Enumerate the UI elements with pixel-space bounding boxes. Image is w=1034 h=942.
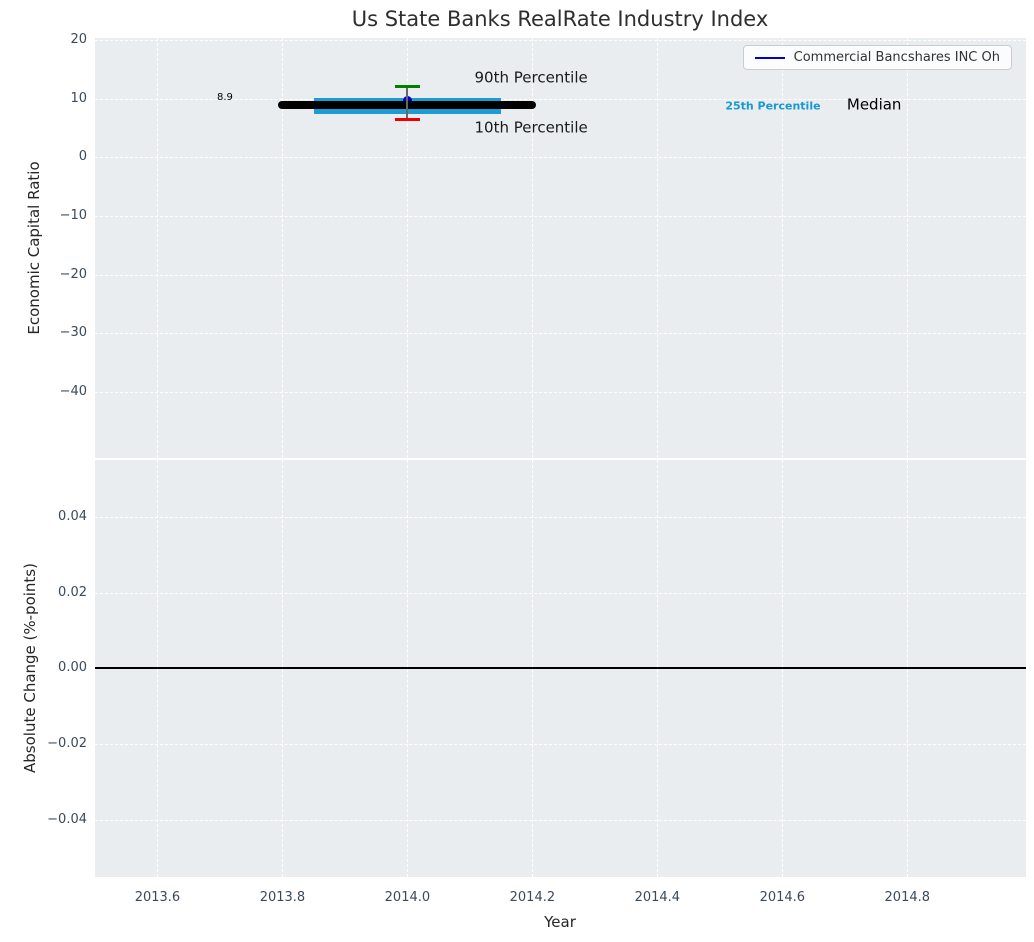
x-tick-label: 2014.8 xyxy=(884,890,931,905)
gridline-horizontal xyxy=(95,274,1026,276)
y-tick-label: −30 xyxy=(59,325,87,341)
axes-economic-capital-ratio: Commercial Bancshares INC Oh 8.9 90th Per… xyxy=(95,38,1026,458)
x-tick-label: 2014.0 xyxy=(384,890,431,905)
gridline-vertical xyxy=(782,38,784,458)
gridline-vertical xyxy=(532,38,534,458)
gridline-horizontal xyxy=(95,215,1026,217)
y-tick-label: 20 xyxy=(70,31,87,47)
y-tick-label: 0.02 xyxy=(58,584,87,600)
x-tick-label: 2013.6 xyxy=(134,890,181,905)
x-tick-label: 2014.4 xyxy=(634,890,681,905)
y-tick-label: 10 xyxy=(70,90,87,106)
legend: Commercial Bancshares INC Oh xyxy=(742,45,1012,70)
gridline-horizontal xyxy=(95,392,1026,394)
legend-line-icon xyxy=(754,56,785,59)
percentile-range-errorbar-bottom-cap xyxy=(394,118,420,122)
gridline-vertical xyxy=(282,38,284,458)
gridline-horizontal xyxy=(95,39,1026,41)
annotation: 8.9 xyxy=(217,91,233,103)
x-axis-label: Year xyxy=(544,913,576,931)
x-tick-label: 2013.8 xyxy=(259,890,306,905)
annotation: 25th Percentile xyxy=(725,99,821,113)
y-axis-label-top: Economic Capital Ratio xyxy=(25,161,43,335)
gridline-horizontal xyxy=(95,333,1026,335)
annotation: 90th Percentile xyxy=(474,68,588,87)
gridline-vertical xyxy=(407,38,409,458)
percentile-range-errorbar-line xyxy=(406,86,409,120)
y-tick-label: −40 xyxy=(59,384,87,400)
y-tick-label: 0.04 xyxy=(58,509,87,525)
gridline-vertical xyxy=(157,38,159,458)
gridline-horizontal xyxy=(95,98,1026,100)
gridline-horizontal xyxy=(95,743,1026,745)
gridline-vertical xyxy=(907,38,909,458)
gridline-horizontal xyxy=(95,819,1026,821)
annotation: 10th Percentile xyxy=(474,118,588,137)
percentile-range-errorbar-top-cap xyxy=(394,85,420,89)
legend-label: Commercial Bancshares INC Oh xyxy=(793,50,1000,65)
y-tick-label: 0 xyxy=(78,149,87,165)
annotation: Median xyxy=(846,95,902,114)
y-tick-label: −20 xyxy=(59,266,87,282)
y-tick-label: 0.00 xyxy=(58,660,87,676)
axes-absolute-change xyxy=(95,460,1026,877)
gridline-vertical xyxy=(657,38,659,458)
x-tick-label: 2014.6 xyxy=(759,890,806,905)
x-tick-label: 2014.2 xyxy=(509,890,556,905)
gridline-horizontal xyxy=(95,592,1026,594)
y-tick-label: −0.04 xyxy=(47,811,87,827)
gridline-horizontal xyxy=(95,517,1026,519)
gridline-horizontal xyxy=(95,157,1026,159)
y-tick-label: −10 xyxy=(59,207,87,223)
zero-line xyxy=(95,667,1026,670)
y-tick-label: −0.02 xyxy=(47,735,87,751)
chart-title: Us State Banks RealRate Industry Index xyxy=(351,7,769,31)
